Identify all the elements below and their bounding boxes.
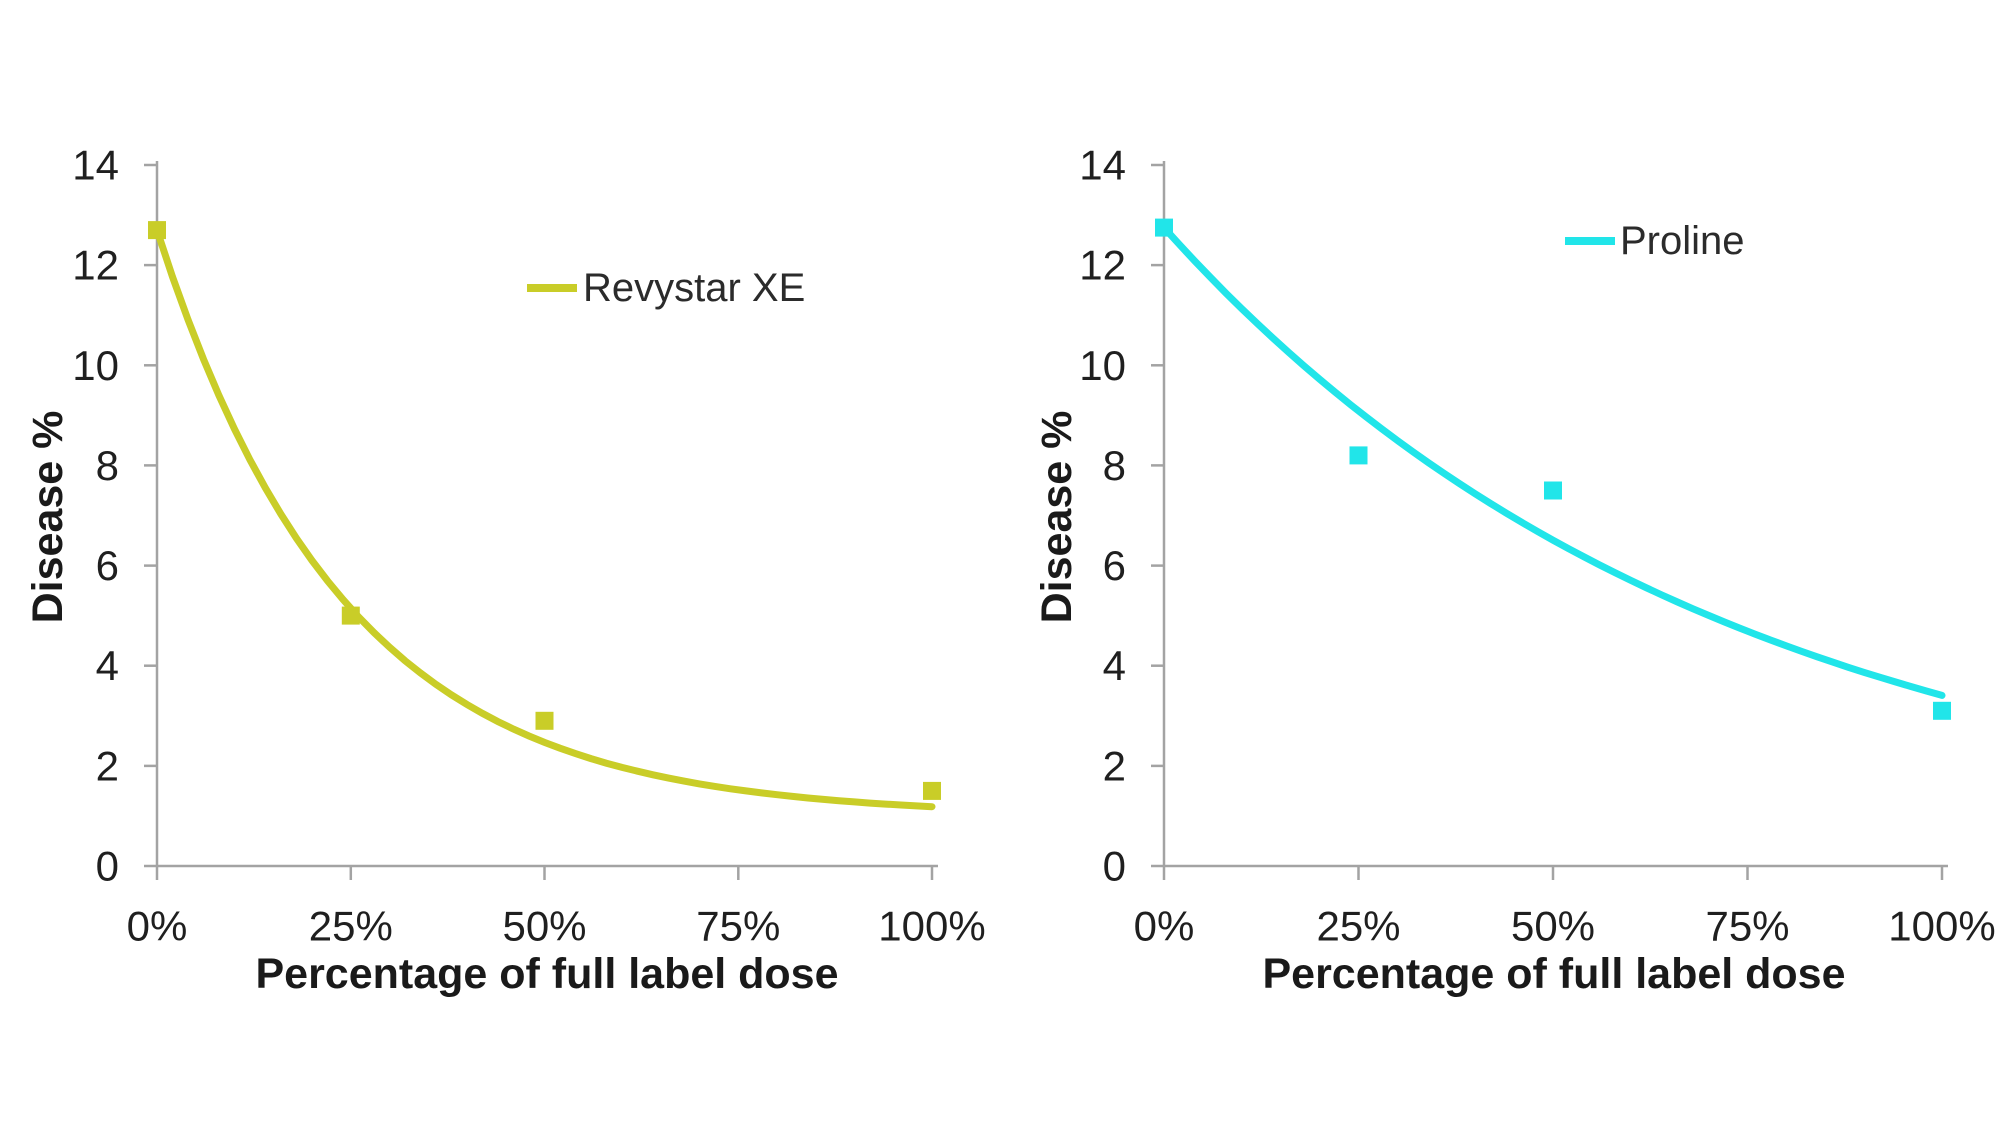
y-tick-label: 6 — [96, 542, 119, 589]
trend-curve — [1160, 224, 1946, 699]
data-point-marker — [1544, 481, 1562, 500]
data-point-marker — [1155, 218, 1173, 237]
trend-curve — [153, 226, 936, 811]
x-tick-label: 100% — [878, 903, 985, 950]
y-tick-label: 2 — [96, 742, 119, 789]
right-y-axis-title: Disease % — [1033, 411, 1081, 624]
x-tick-label: 0% — [127, 903, 188, 950]
y-tick-label: 4 — [96, 642, 119, 689]
data-point-marker — [1933, 701, 1951, 720]
chart-plot-layer: 0 2 4 6 8 10 12 14 0% 25% 50% 75% 100% 0 2 4 6 8 10 12 14 0% 2… — [72, 142, 1995, 950]
y-tick-label: 0 — [1103, 843, 1126, 890]
data-point-marker — [148, 221, 166, 240]
y-tick-label: 14 — [1079, 142, 1126, 189]
y-tick-label: 12 — [1079, 242, 1126, 289]
y-tick-label: 10 — [1079, 342, 1126, 389]
x-tick-label: 25% — [309, 903, 393, 950]
x-tick-label: 0% — [1134, 903, 1195, 950]
y-tick-label: 2 — [1103, 742, 1126, 789]
data-point-marker — [1349, 446, 1368, 465]
right-legend: Proline — [1565, 219, 1745, 263]
y-tick-label: 14 — [72, 142, 119, 189]
y-tick-label: 4 — [1103, 642, 1126, 689]
x-tick-label: 50% — [1511, 903, 1595, 950]
y-tick-label: 0 — [96, 843, 119, 890]
y-tick-label: 8 — [1103, 442, 1126, 489]
x-tick-label: 75% — [696, 903, 780, 950]
left-legend-label: Revystar XE — [583, 266, 805, 310]
y-tick-label: 8 — [96, 442, 119, 489]
proline-chart: 0 2 4 6 8 10 12 14 0% 25% 50% 75% 100% — [1079, 142, 1995, 950]
revystar-xe-chart: 0 2 4 6 8 10 12 14 0% 25% 50% 75% 100% — [72, 142, 985, 950]
right-legend-label: Proline — [1620, 219, 1745, 263]
y-tick-label: 10 — [72, 342, 119, 389]
y-tick-label: 12 — [72, 242, 119, 289]
left-x-axis-title: Percentage of full label dose — [255, 950, 838, 998]
y-tick-label: 6 — [1103, 542, 1126, 589]
data-point-marker — [341, 606, 360, 625]
left-legend: Revystar XE — [527, 266, 805, 310]
x-tick-label: 25% — [1316, 903, 1400, 950]
x-tick-label: 75% — [1705, 903, 1789, 950]
left-y-axis-title: Disease % — [24, 411, 72, 624]
data-point-marker — [535, 711, 554, 730]
x-tick-label: 100% — [1888, 903, 1995, 950]
x-tick-label: 50% — [502, 903, 586, 950]
data-point-marker — [923, 781, 941, 800]
right-x-axis-title: Percentage of full label dose — [1262, 950, 1845, 998]
